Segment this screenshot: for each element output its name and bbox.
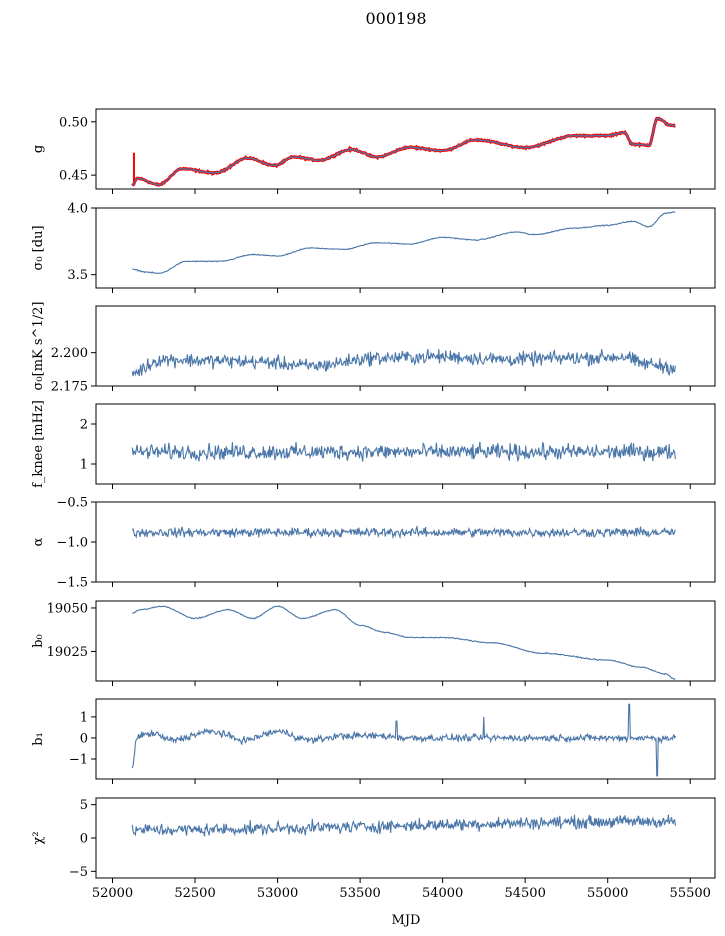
sigma0-mks-panel-frame [95,305,716,387]
sigma0-du-panel-ytick-label: 4.0 [67,202,88,217]
b1-panel-frame [95,698,716,780]
g-panel-ytick-label: 0.45 [59,169,88,184]
x-tick-label: 52000 [92,886,133,901]
x-tick-label: 54000 [422,886,463,901]
g-panel-frame [95,108,716,190]
sigma0-mks-panel-series-line [131,348,676,377]
b0-panel-frame [95,600,716,682]
sigma0-du-panel: 3.5 4.0 σ₀ [du] [31,202,716,293]
g-panel-ytick-label: 0.50 [59,115,88,130]
x-tick-label: 54500 [504,886,545,901]
sigma0-du-panel-frame [95,207,716,289]
sigma0-du-panel-series-line [132,211,676,274]
fknee-panel-ytick-label: 2 [80,418,88,433]
chi2-panel-frame [95,797,716,879]
fknee-panel-ytick-label: 1 [80,458,88,473]
b0-panel: 19025 19050 b₀ [31,600,716,686]
b1-panel-ytick-label: −1 [69,753,88,768]
b1-panel-series-line [131,703,676,777]
alpha-panel-ytick-label: −1.5 [56,576,88,591]
chi2-panel-series-line [131,814,676,837]
b0-panel-ylabel: b₀ [31,634,46,648]
sigma0-mks-panel: 2.175 2.200 σ₀[mK s^1/2] [31,302,716,395]
b1-panel: −1 0 1 b₁ [31,698,716,784]
b0-panel-ytick-label: 19050 [47,601,88,616]
chi2-panel-ylabel: χ² [31,831,46,844]
x-tick-label: 55000 [587,886,628,901]
fknee-panel-ylabel: f_knee [mHz] [31,400,46,488]
x-axis-label: MJD [392,913,421,928]
sigma0-mks-panel-ytick-label: 2.175 [51,380,88,395]
g-panel-series-line [131,117,676,187]
sigma0-mks-panel-ylabel: σ₀[mK s^1/2] [31,302,46,391]
chi2-panel: −5 0 5 χ² 52000 52500 53000 53500 54000 54500 5500… [31,797,716,901]
b1-panel-ytick-label: 0 [80,731,88,746]
x-tick-label: 53000 [257,886,298,901]
chi2-panel-ytick-label: 0 [80,832,88,847]
alpha-panel-frame [95,501,716,583]
b1-panel-ytick-label: 1 [80,710,88,725]
alpha-panel-ylabel: α [31,537,46,546]
chi2-panel-ytick-label: 5 [80,798,88,813]
b1-panel-ylabel: b₁ [31,732,46,746]
chi2-panel-ytick-label: −5 [69,865,88,880]
x-tick-label: 53500 [339,886,380,901]
x-tick-label: 52500 [174,886,215,901]
alpha-panel: −1.5 −1.0 −0.5 α [31,496,716,591]
sigma0-du-panel-ytick-label: 3.5 [67,268,88,283]
b0-panel-ytick-label: 19025 [47,645,88,660]
alpha-panel-ytick-label: −1.0 [56,536,88,551]
alpha-panel-ytick-label: −0.5 [56,496,88,511]
chart-title: 000198 [365,9,426,28]
fknee-panel-series-line [131,441,676,463]
x-tick-label: 55500 [670,886,711,901]
g-panel: 0.45 0.50 g [31,108,716,194]
fknee-panel-frame [95,403,716,485]
sigma0-mks-panel-ytick-label: 2.200 [51,346,88,361]
sigma0-du-panel-ylabel: σ₀ [du] [31,225,46,270]
fknee-panel: 1 2 f_knee [mHz] [31,400,716,489]
g-panel-ylabel: g [31,145,46,153]
g-panel-fit-line [131,116,676,187]
b0-panel-series-line [132,605,676,680]
alpha-panel-series-line [131,525,676,540]
panels-group: 0.45 0.50 g 3.5 4.0 σ₀ [du] 2.175 2.200 σ₀[mK s^… [31,108,716,901]
